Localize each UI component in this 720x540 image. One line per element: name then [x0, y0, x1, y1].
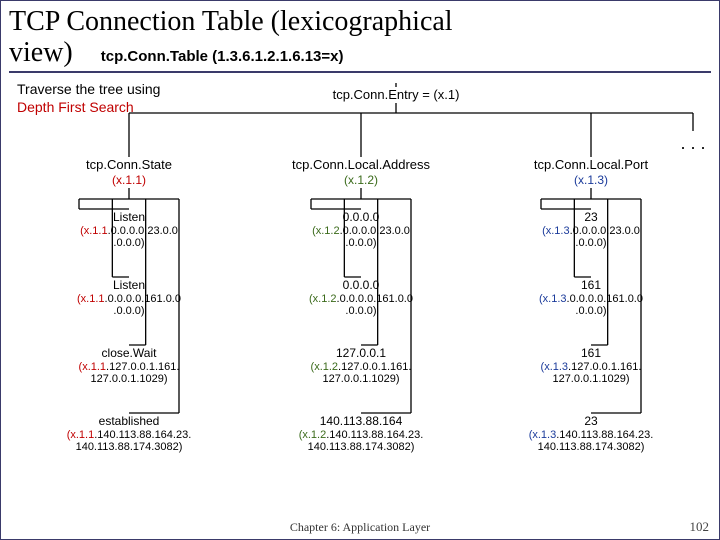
- column-title: tcp.Conn.Local.Port: [534, 157, 649, 172]
- leaf-value: 23: [584, 414, 598, 428]
- leaf-oid: (x.1.1.127.0.0.1.161.: [79, 361, 180, 373]
- footer-center: Chapter 6: Application Layer: [1, 520, 719, 535]
- leaf-oid: 140.113.88.174.3082): [76, 441, 183, 453]
- leaf-oid: 127.0.0.1.1029): [90, 373, 167, 385]
- leaf-oid: .0.0.0): [575, 237, 606, 249]
- title-line1: TCP Connection Table (lexicographical: [9, 7, 453, 38]
- column-title: tcp.Conn.Local.Address: [292, 157, 431, 172]
- column-oid: (x.1.2): [344, 173, 378, 187]
- footer-page-number: 102: [690, 519, 710, 535]
- leaf-value: 161: [581, 278, 601, 292]
- leaf-oid: (x.1.2.0.0.0.0.161.0.0: [309, 293, 413, 305]
- title-subtitle: tcp.Conn.Table (1.3.6.1.2.1.6.13=x): [101, 48, 344, 65]
- column-oid: (x.1.1): [112, 173, 146, 187]
- leaf-oid: (x.1.1.0.0.0.0.161.0.0: [77, 293, 181, 305]
- leaf-oid: .0.0.0): [345, 237, 376, 249]
- leaf-oid: (x.1.1.0.0.0.0.23.0.0: [80, 225, 178, 237]
- leaf-oid: 140.113.88.174.3082): [538, 441, 645, 453]
- leaf-oid: (x.1.3.0.0.0.0.161.0.0: [539, 293, 643, 305]
- title-box: TCP Connection Table (lexicographical vi…: [9, 7, 711, 73]
- leaf-value: 0.0.0.0: [343, 278, 380, 292]
- leaf-value: 161: [581, 346, 601, 360]
- tree-diagram: tcp.Conn.Entry = (x.1) . . . tcp.Conn.Stat…: [1, 71, 720, 501]
- entry-label: tcp.Conn.Entry = (x.1): [333, 87, 460, 102]
- leaf-oid: (x.1.2.127.0.0.1.161.: [311, 361, 412, 373]
- column-title: tcp.Conn.State: [86, 157, 172, 172]
- leaf-oid: (x.1.2.0.0.0.0.23.0.0: [312, 225, 410, 237]
- leaf-oid: 140.113.88.174.3082): [308, 441, 415, 453]
- leaf-value: Listen: [113, 278, 145, 292]
- column-oid: (x.1.3): [574, 173, 608, 187]
- leaf-value: 0.0.0.0: [343, 210, 380, 224]
- leaf-oid: .0.0.0): [345, 305, 376, 317]
- tree-svg: tcp.Conn.Entry = (x.1) . . . tcp.Conn.Stat…: [1, 71, 720, 501]
- leaf-value: Listen: [113, 210, 145, 224]
- title-line2: view): [9, 38, 73, 69]
- leaf-value: established: [99, 414, 160, 428]
- leaf-value: 23: [584, 210, 598, 224]
- leaf-value: 140.113.88.164: [320, 414, 403, 428]
- leaf-value: 127.0.0.1: [336, 346, 386, 360]
- leaf-oid: (x.1.3.0.0.0.0.23.0.0: [542, 225, 640, 237]
- leaf-oid: 127.0.0.1.1029): [322, 373, 399, 385]
- leaf-oid: (x.1.1.140.113.88.164.23.: [67, 429, 192, 441]
- leaf-oid: .0.0.0): [113, 237, 144, 249]
- leaf-oid: (x.1.3.127.0.0.1.161.: [541, 361, 642, 373]
- leaf-oid: 127.0.0.1.1029): [552, 373, 629, 385]
- leaf-oid: .0.0.0): [575, 305, 606, 317]
- dots: . . .: [680, 133, 705, 153]
- slide: TCP Connection Table (lexicographical vi…: [0, 0, 720, 540]
- leaf-oid: .0.0.0): [113, 305, 144, 317]
- leaf-oid: (x.1.2.140.113.88.164.23.: [299, 429, 424, 441]
- leaf-oid: (x.1.3.140.113.88.164.23.: [529, 429, 654, 441]
- leaf-value: close.Wait: [102, 346, 158, 360]
